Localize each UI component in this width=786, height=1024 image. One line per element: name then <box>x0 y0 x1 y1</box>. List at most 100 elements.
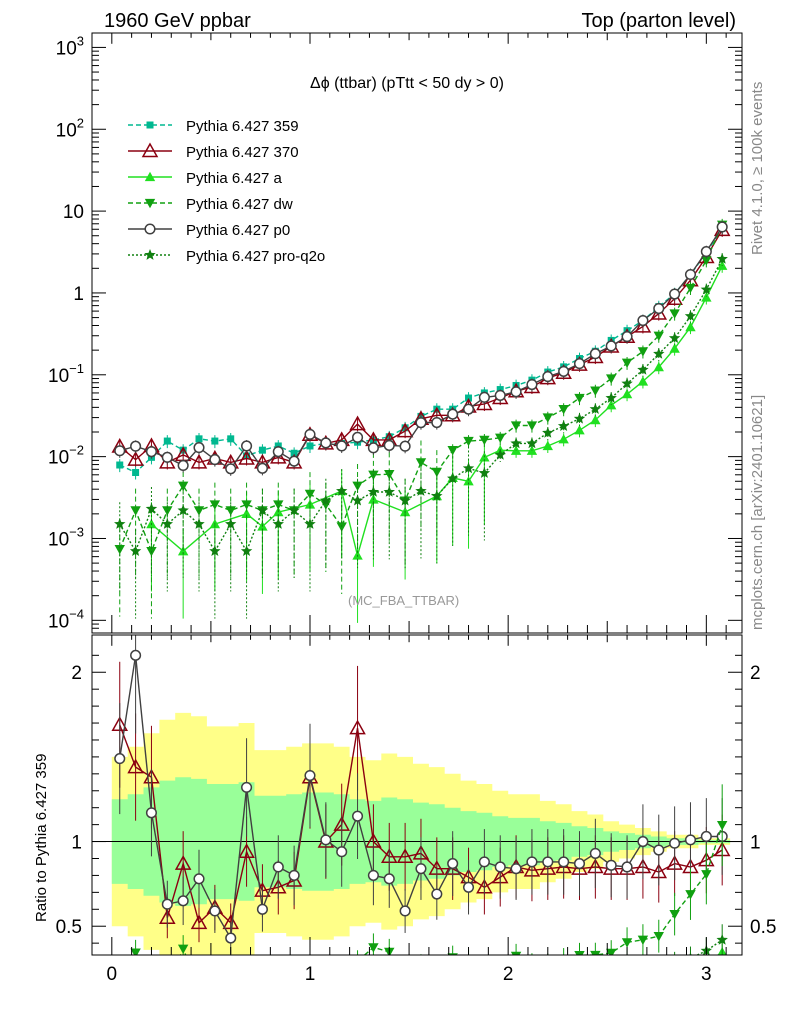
ratio-point-proq2o <box>447 981 458 992</box>
point-dw <box>606 374 617 384</box>
ratio-point-dw <box>479 962 489 971</box>
point-proq2o <box>336 485 348 496</box>
point-dw <box>495 433 506 443</box>
ratio-y-label: 2 <box>71 663 82 684</box>
ratio-point-a <box>590 981 600 990</box>
point-p359 <box>306 442 314 450</box>
ratio-point-proq2o <box>384 969 396 980</box>
ratio-point-proq2o <box>288 971 299 982</box>
ratio-y-label-right: 1 <box>750 833 761 854</box>
ratio-point-dw <box>241 964 251 973</box>
point-a <box>241 508 252 519</box>
ratio-point-proq2o <box>352 972 364 983</box>
series-a <box>146 259 728 623</box>
series-p0 <box>0 185 728 476</box>
header-right: Top (parton level) <box>581 10 736 32</box>
ratio-y-label: 0.5 <box>56 917 82 938</box>
point-p370 <box>159 453 176 469</box>
y-tick-label: 10−2 <box>48 443 84 469</box>
ratio-point-p0 <box>304 769 316 782</box>
ratio-point-a <box>622 977 632 986</box>
legend-marker-p370 <box>141 142 159 158</box>
point-dw <box>415 458 427 468</box>
legend-marker-dw <box>144 198 156 209</box>
ratio-point-dw <box>685 890 696 900</box>
point-p0 <box>589 348 601 360</box>
point-p0 <box>288 455 300 467</box>
point-p0 <box>0 185 5 195</box>
ratio-point-proq2o <box>526 976 537 987</box>
ratio-point-proq2o <box>669 957 680 968</box>
point-p0 <box>621 331 633 343</box>
point-a <box>590 414 601 425</box>
x-tick-label: 3 <box>701 964 712 985</box>
point-proq2o <box>700 283 712 295</box>
analysis-label: (MC_FBA_TTBAR) <box>348 593 459 608</box>
ratio-point-p370 <box>127 758 144 774</box>
point-proq2o <box>161 518 173 529</box>
ratio-point-dw <box>637 935 649 946</box>
ratio-point-proq2o <box>399 983 410 994</box>
ratio-point-a <box>574 983 584 992</box>
point-a <box>653 361 664 372</box>
ratio-point-dw <box>558 955 568 964</box>
ratio-point-p0 <box>209 905 221 917</box>
point-p0 <box>241 440 253 452</box>
mcplots-label: mcplots.cern.ch [arXiv:2401.10621] <box>749 395 766 630</box>
point-p0 <box>510 386 522 398</box>
point-dw <box>447 445 458 456</box>
point-proq2o <box>510 437 522 449</box>
ratio-point-p0 <box>684 834 697 846</box>
ratio-point-p0 <box>526 856 538 868</box>
ratio-point-dw <box>606 948 617 955</box>
point-p0 <box>367 442 379 454</box>
ratio-point-dw <box>416 960 426 969</box>
ratio-point-p0 <box>494 861 506 873</box>
point-proq2o <box>177 504 189 516</box>
legend-marker-a <box>144 171 156 182</box>
ratio-point-dw <box>574 950 585 955</box>
point-p0 <box>462 403 475 415</box>
point-proq2o <box>573 412 586 424</box>
point-p0 <box>716 221 728 233</box>
point-p0 <box>558 365 570 377</box>
point-p0 <box>478 391 490 403</box>
point-proq2o <box>621 377 633 389</box>
ratio-point-p0 <box>320 834 332 846</box>
ratio-point-p0 <box>177 895 189 907</box>
ratio-point-dw <box>336 990 346 999</box>
point-dw <box>510 421 522 431</box>
main-frame <box>91 32 743 634</box>
point-p0 <box>225 463 237 475</box>
ratio-point-dw <box>210 978 220 987</box>
y-tick-label: 103 <box>56 33 84 59</box>
ratio-point-proq2o <box>146 965 158 976</box>
ratio-point-p0 <box>193 873 205 885</box>
point-dw <box>177 481 189 492</box>
point-a <box>621 388 633 399</box>
ratio-point-dw <box>273 974 283 983</box>
point-p370 <box>476 395 493 411</box>
point-dw <box>574 393 585 404</box>
point-p0 <box>351 431 364 443</box>
ratio-point-dw <box>543 960 553 969</box>
point-dw <box>479 435 490 446</box>
series-p370 <box>111 221 731 470</box>
ratio-axis-label: Ratio to Pythia 6.427 359 <box>33 754 50 922</box>
x-tick-label: 1 <box>305 964 316 985</box>
point-p370 <box>270 448 287 464</box>
point-proq2o <box>415 485 427 496</box>
ratio-point-dw <box>653 932 664 942</box>
point-proq2o <box>240 545 253 556</box>
point-p0 <box>669 288 681 300</box>
main-plot-area <box>0 185 731 623</box>
point-proq2o <box>304 518 316 529</box>
point-p0 <box>431 416 443 429</box>
point-p370 <box>349 415 366 431</box>
point-p0 <box>684 268 697 281</box>
ratio-point-p370 <box>396 848 414 864</box>
legend-label-p359: Pythia 6.427 359 <box>186 118 299 135</box>
y-tick-label: 1 <box>73 284 84 305</box>
point-p0 <box>320 437 332 449</box>
ratio-point-p0 <box>383 873 395 885</box>
